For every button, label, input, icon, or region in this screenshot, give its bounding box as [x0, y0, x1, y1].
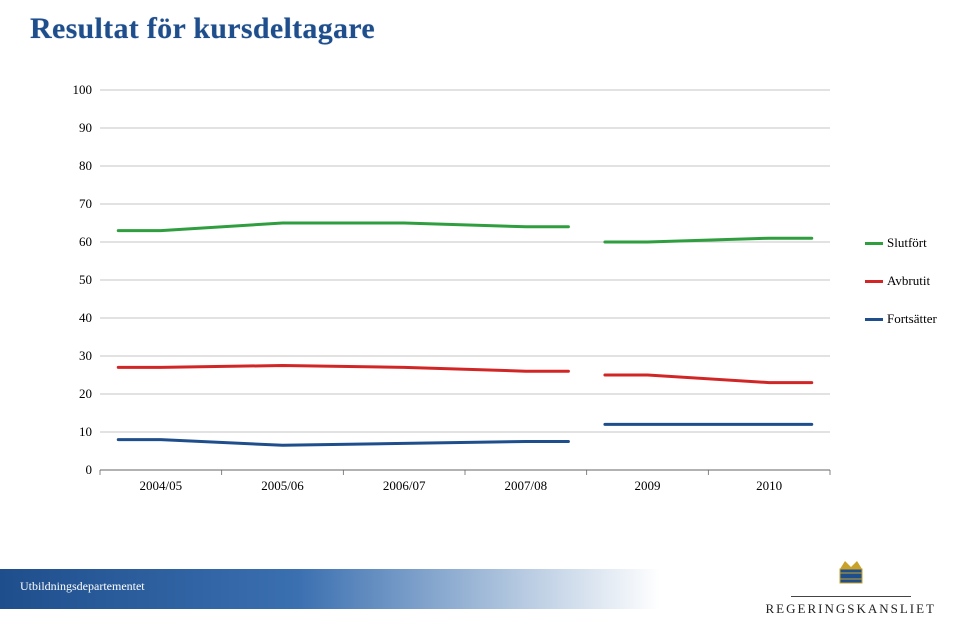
- svg-text:2009: 2009: [635, 478, 661, 493]
- legend-item-avbrutit: Avbrutit: [865, 273, 930, 289]
- svg-text:20: 20: [79, 386, 92, 401]
- svg-text:90: 90: [79, 120, 92, 135]
- legend-label: Fortsätter: [887, 311, 937, 327]
- svg-text:2004/05: 2004/05: [140, 478, 183, 493]
- line-chart: 0 10 20 30 40 50 60 70 80 90 100 2004/05 2005/06 2006…: [60, 80, 840, 500]
- legend-item-slutfört: Slutfört: [865, 235, 927, 251]
- legend-label: Slutfört: [887, 235, 927, 251]
- footer-org: REGERINGSKANSLIET: [766, 601, 937, 617]
- footer-department: Utbildningsdepartementet: [20, 579, 145, 594]
- legend-label: Avbrutit: [887, 273, 930, 289]
- footer: Utbildningsdepartementet REGERINGSKANSLI…: [0, 551, 960, 623]
- svg-text:40: 40: [79, 310, 92, 325]
- svg-text:0: 0: [86, 462, 93, 477]
- svg-text:2007/08: 2007/08: [505, 478, 548, 493]
- legend-swatch: [865, 242, 883, 245]
- svg-text:60: 60: [79, 234, 92, 249]
- svg-text:2010: 2010: [756, 478, 782, 493]
- svg-text:2005/06: 2005/06: [261, 478, 304, 493]
- svg-text:10: 10: [79, 424, 92, 439]
- svg-text:100: 100: [73, 82, 93, 97]
- svg-text:50: 50: [79, 272, 92, 287]
- svg-text:70: 70: [79, 196, 92, 211]
- legend-item-fortsätter: Fortsätter: [865, 311, 937, 327]
- footer-logo: REGERINGSKANSLIET: [766, 557, 937, 617]
- svg-text:30: 30: [79, 348, 92, 363]
- legend-swatch: [865, 280, 883, 283]
- chart-legend: Slutfört Avbrutit Fortsätter: [865, 80, 955, 500]
- crown-icon: [834, 557, 868, 587]
- svg-text:2006/07: 2006/07: [383, 478, 426, 493]
- svg-text:80: 80: [79, 158, 92, 173]
- page-title: Resultat för kursdeltagare: [30, 12, 375, 46]
- legend-swatch: [865, 318, 883, 321]
